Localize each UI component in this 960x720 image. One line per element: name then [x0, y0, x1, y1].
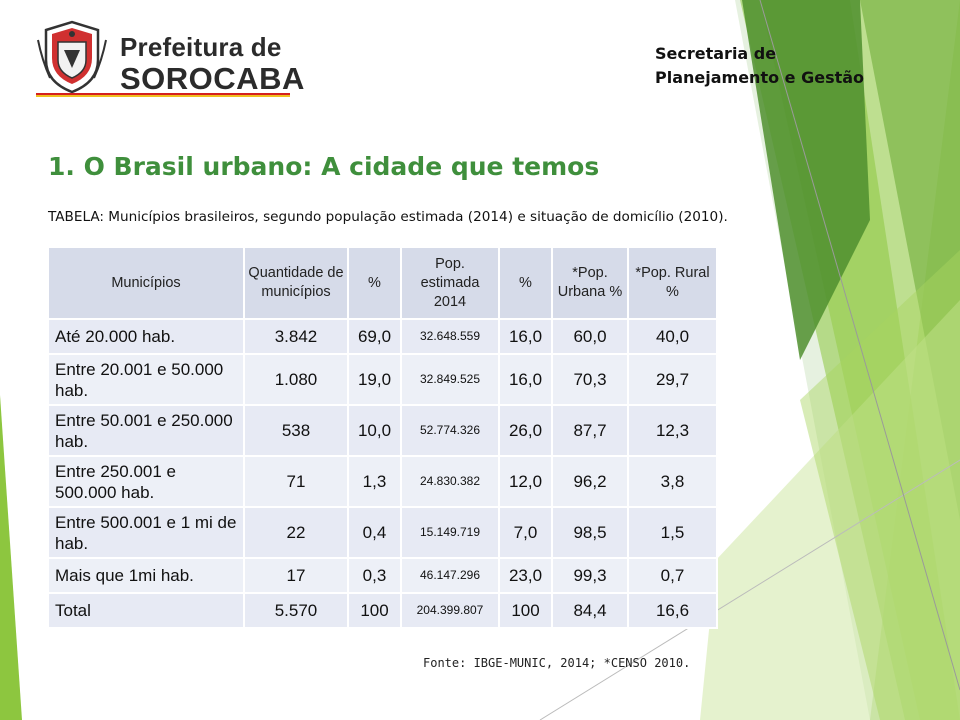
slide-title: 1. O Brasil urbano: A cidade que temos [48, 152, 600, 181]
header-pop-urbana: *Pop. Urbana % [551, 246, 629, 320]
prefeitura-logo: Prefeitura de SOROCABA [36, 20, 304, 110]
table-row: Entre 500.001 e 1 mi de hab. 22 0,4 15.1… [47, 506, 718, 559]
cell-percent-qty: 19,0 [347, 353, 402, 406]
cell-percent-pop: 100 [498, 592, 553, 629]
table-row-total: Total 5.570 100 204.399.807 100 84,4 16,… [47, 592, 718, 629]
cell-municipio: Entre 50.001 e 250.000 hab. [47, 404, 245, 457]
cell-municipio: Entre 20.001 e 50.000 hab. [47, 353, 245, 406]
flag-stripes [36, 93, 290, 97]
header-pop-rural: *Pop. Rural % [627, 246, 718, 320]
cell-pop-rural: 1,5 [627, 506, 718, 559]
cell-percent-qty: 0,4 [347, 506, 402, 559]
cell-pop-urbana: 99,3 [551, 557, 629, 594]
cell-percent-qty: 69,0 [347, 318, 402, 355]
cell-municipio: Mais que 1mi hab. [47, 557, 245, 594]
cell-pop-urbana: 70,3 [551, 353, 629, 406]
cell-quantidade: 5.570 [243, 592, 349, 629]
cell-percent-pop: 26,0 [498, 404, 553, 457]
cell-percent-qty: 100 [347, 592, 402, 629]
department-line-1: Secretaria de [655, 44, 777, 63]
cell-pop-estimada: 52.774.326 [400, 404, 500, 457]
source-note: Fonte: IBGE-MUNIC, 2014; *CENSO 2010. [423, 656, 691, 670]
cell-quantidade: 17 [243, 557, 349, 594]
table-row: Entre 20.001 e 50.000 hab. 1.080 19,0 32… [47, 353, 718, 406]
cell-pop-estimada: 15.149.719 [400, 506, 500, 559]
cell-percent-pop: 16,0 [498, 318, 553, 355]
header-quantidade: Quantidade de municípios [243, 246, 349, 320]
cell-quantidade: 3.842 [243, 318, 349, 355]
cell-pop-rural: 12,3 [627, 404, 718, 457]
cell-pop-estimada: 32.648.559 [400, 318, 500, 355]
cell-pop-estimada: 46.147.296 [400, 557, 500, 594]
logo-line-1: Prefeitura de [120, 32, 282, 62]
logo-wordmark: Prefeitura de SOROCABA [120, 34, 305, 94]
table-row: Até 20.000 hab. 3.842 69,0 32.648.559 16… [47, 318, 718, 355]
header-percent-pop: % [498, 246, 553, 320]
cell-quantidade: 71 [243, 455, 349, 508]
table-row: Entre 50.001 e 250.000 hab. 538 10,0 52.… [47, 404, 718, 457]
cell-pop-rural: 29,7 [627, 353, 718, 406]
table-caption: TABELA: Municípios brasileiros, segundo … [48, 209, 728, 225]
department-name: Secretaria de Planejamento e Gestão [655, 42, 864, 90]
cell-pop-urbana: 60,0 [551, 318, 629, 355]
cell-percent-qty: 10,0 [347, 404, 402, 457]
table-header-row: Municípios Quantidade de municípios % Po… [47, 246, 718, 320]
cell-pop-estimada: 204.399.807 [400, 592, 500, 629]
cell-municipio: Total [47, 592, 245, 629]
cell-percent-pop: 16,0 [498, 353, 553, 406]
header-percent-qty: % [347, 246, 402, 320]
cell-pop-rural: 16,6 [627, 592, 718, 629]
coat-of-arms-icon [37, 20, 107, 94]
cell-municipio: Entre 500.001 e 1 mi de hab. [47, 506, 245, 559]
cell-percent-pop: 12,0 [498, 455, 553, 508]
cell-quantidade: 538 [243, 404, 349, 457]
cell-pop-estimada: 32.849.525 [400, 353, 500, 406]
department-line-2: Planejamento e Gestão [655, 68, 865, 87]
cell-pop-estimada: 24.830.382 [400, 455, 500, 508]
cell-pop-rural: 3,8 [627, 455, 718, 508]
table-row: Entre 250.001 e 500.000 hab. 71 1,3 24.8… [47, 455, 718, 508]
cell-percent-qty: 0,3 [347, 557, 402, 594]
cell-percent-qty: 1,3 [347, 455, 402, 508]
cell-municipio: Entre 250.001 e 500.000 hab. [47, 455, 245, 508]
cell-percent-pop: 23,0 [498, 557, 553, 594]
cell-pop-rural: 0,7 [627, 557, 718, 594]
cell-pop-urbana: 98,5 [551, 506, 629, 559]
cell-quantidade: 22 [243, 506, 349, 559]
cell-pop-urbana: 84,4 [551, 592, 629, 629]
header-municipios: Municípios [47, 246, 245, 320]
cell-pop-urbana: 87,7 [551, 404, 629, 457]
logo-line-2: SOROCABA [120, 61, 305, 96]
cell-percent-pop: 7,0 [498, 506, 553, 559]
cell-municipio: Até 20.000 hab. [47, 318, 245, 355]
cell-pop-rural: 40,0 [627, 318, 718, 355]
table-row: Mais que 1mi hab. 17 0,3 46.147.296 23,0… [47, 557, 718, 594]
header-pop-estimada: Pop. estimada 2014 [400, 246, 500, 320]
municipalities-table: Municípios Quantidade de municípios % Po… [47, 246, 718, 629]
cell-quantidade: 1.080 [243, 353, 349, 406]
cell-pop-urbana: 96,2 [551, 455, 629, 508]
